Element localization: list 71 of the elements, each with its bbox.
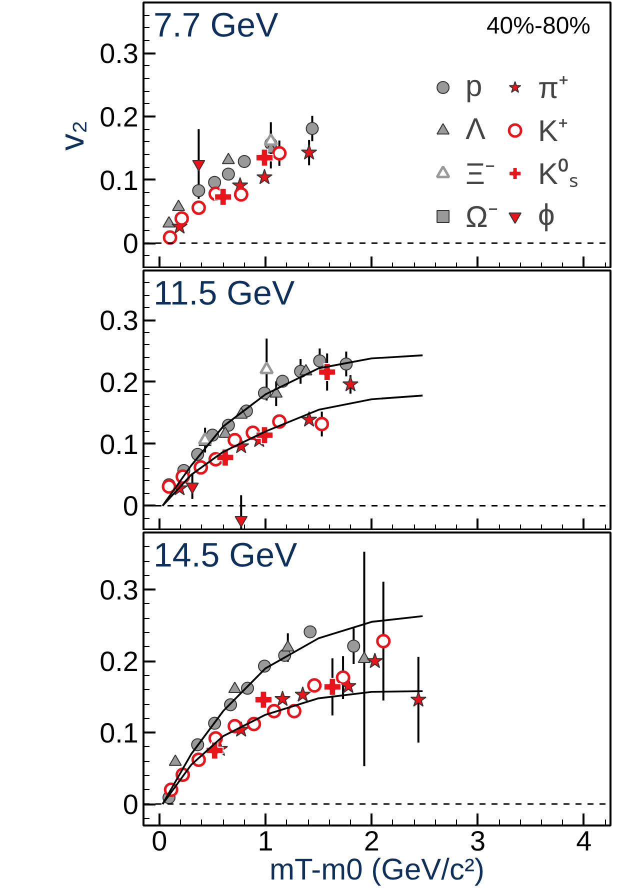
legend-label: ϕ (538, 198, 556, 232)
x-tick-label: 4 (576, 826, 592, 856)
point (234, 187, 248, 202)
point (255, 148, 274, 167)
point (272, 146, 287, 160)
point (314, 416, 330, 432)
y-tick-label: 0.2 (100, 646, 139, 678)
chart-title: 14.5 GeV (154, 536, 298, 574)
point (222, 152, 235, 164)
chart-title: 7.7 GeV (154, 6, 279, 44)
legend-label: Ω⁻ (466, 200, 498, 236)
point (214, 188, 232, 206)
y-tick-label: 0 (122, 228, 139, 260)
point (313, 354, 326, 368)
y-tick-label: 0.2 (100, 102, 139, 132)
legend-label: π⁺ (538, 71, 569, 107)
point (192, 184, 206, 198)
point (256, 168, 273, 184)
point (366, 652, 383, 668)
point (238, 154, 251, 168)
legend-label: Λ (466, 112, 486, 146)
point (259, 361, 274, 374)
point (336, 670, 350, 685)
point (358, 652, 371, 663)
point (228, 432, 242, 448)
y-tick-label: 0.1 (100, 718, 139, 749)
point (174, 211, 189, 226)
point (376, 634, 391, 648)
point (300, 411, 318, 427)
y-tick-label: 0 (122, 490, 139, 522)
point (342, 376, 359, 392)
annotation: 40%-80% (486, 12, 590, 40)
point (162, 479, 176, 494)
point (208, 176, 222, 189)
point (228, 682, 242, 693)
point (281, 640, 294, 652)
y-tick-label: 0.1 (100, 428, 139, 460)
point (306, 122, 319, 136)
x-tick-label: 3 (470, 826, 486, 856)
chart-title: 11.5 GeV (154, 274, 295, 312)
point (264, 133, 278, 146)
y-tick-label: 0.3 (100, 38, 139, 70)
x-tick-label: 1 (258, 826, 274, 856)
point (300, 144, 318, 160)
point (218, 426, 232, 438)
point (191, 200, 206, 215)
point (294, 686, 311, 702)
point (347, 640, 360, 653)
point (307, 678, 322, 693)
legend-label: p (466, 70, 484, 104)
y-axis-title: v₂ (54, 120, 92, 151)
point (318, 363, 336, 382)
y-tick-label: 0.1 (100, 164, 139, 196)
y-tick-label: 0 (122, 789, 139, 820)
x-tick-label: 0 (152, 826, 168, 856)
legend-label: K⁰ₛ (538, 157, 578, 193)
point (304, 625, 317, 638)
point (323, 678, 342, 696)
legend-label: Ξ⁻ (466, 157, 496, 193)
x-axis-title: mT-m0 (GeV/c²) (270, 854, 484, 886)
point (274, 690, 291, 706)
point (254, 690, 272, 709)
point (172, 200, 186, 212)
point (162, 230, 178, 245)
point (222, 168, 235, 181)
x-tick-label: 2 (364, 826, 380, 856)
y-tick-label: 0.2 (100, 366, 139, 398)
y-tick-label: 0.3 (100, 574, 139, 606)
legend-label: K⁺ (538, 114, 568, 150)
point (410, 691, 426, 707)
y-tick-label: 0.3 (100, 305, 139, 336)
